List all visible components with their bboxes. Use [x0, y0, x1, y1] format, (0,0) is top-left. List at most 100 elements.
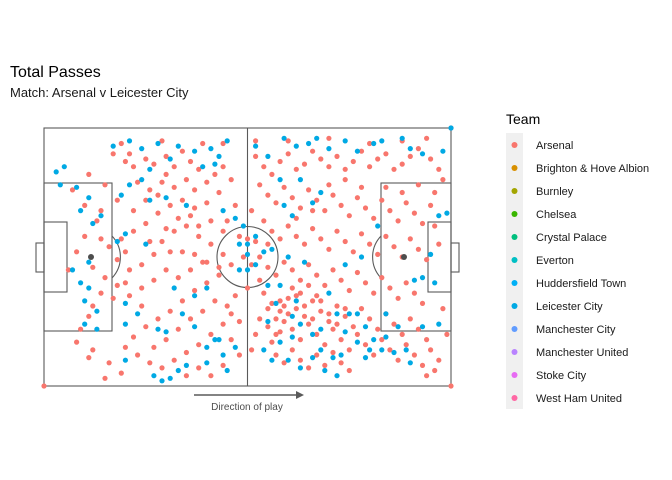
point-arsenal [281, 318, 287, 325]
point-arsenal [265, 324, 271, 330]
point-arsenal [114, 197, 120, 203]
point-leicester-city [94, 326, 100, 332]
point-leicester-city [86, 285, 92, 291]
point-arsenal [342, 306, 348, 312]
point-arsenal [82, 233, 88, 239]
legend-label-stoke-city: Stoke City [536, 370, 587, 382]
point-arsenal [326, 164, 332, 170]
point-arsenal [289, 285, 295, 291]
point-arsenal [297, 290, 303, 296]
point-leicester-city [179, 311, 185, 317]
legend-key-chelsea [511, 211, 518, 217]
point-arsenal [306, 187, 312, 193]
legend-label-chelsea: Chelsea [536, 209, 577, 221]
point-arsenal [151, 277, 157, 283]
point-arsenal [139, 262, 145, 268]
point-arsenal [253, 331, 259, 337]
point-arsenal [196, 223, 202, 229]
point-arsenal [114, 257, 120, 263]
point-arsenal [306, 321, 312, 327]
point-arsenal [306, 282, 312, 288]
point-leicester-city [281, 135, 287, 141]
point-arsenal [204, 280, 210, 286]
point-arsenal [403, 280, 409, 286]
point-leicester-city [261, 249, 267, 255]
point-arsenal [432, 189, 438, 196]
point-arsenal [350, 158, 356, 165]
point-arsenal [403, 342, 409, 348]
point-arsenal [358, 148, 365, 154]
point-leicester-city [318, 189, 324, 196]
point-arsenal [285, 138, 291, 144]
point-arsenal [220, 228, 226, 234]
point-arsenal [122, 158, 128, 165]
point-leicester-city [212, 337, 218, 343]
point-leicester-city [318, 347, 324, 353]
point-arsenal [375, 156, 381, 162]
point-leicester-city [98, 213, 104, 219]
point-arsenal [432, 223, 438, 229]
point-arsenal [147, 360, 153, 366]
point-leicester-city [383, 311, 389, 317]
point-arsenal [289, 267, 295, 273]
point-leicester-city [289, 334, 295, 340]
point-arsenal [167, 308, 173, 314]
left-penalty-spot [88, 254, 94, 260]
point-leicester-city [310, 355, 316, 361]
point-leicester-city [151, 373, 157, 379]
point-arsenal [187, 267, 194, 273]
point-arsenal [379, 197, 385, 203]
legend-key-arsenal [511, 142, 518, 148]
point-arsenal [167, 202, 173, 208]
point-arsenal [362, 205, 369, 211]
point-leicester-city [171, 285, 177, 291]
legend: Arsenal Brighton & Hove Albion Burnley Chel… [511, 140, 649, 405]
legend-key-everton [511, 257, 518, 263]
point-arsenal [318, 298, 324, 304]
legend-title: Team [506, 111, 540, 127]
legend-label-everton: Everton [536, 255, 574, 267]
point-arsenal [204, 179, 210, 185]
right-penalty-arc [372, 235, 382, 279]
point-arsenal [151, 344, 157, 350]
point-arsenal [285, 295, 291, 301]
point-arsenal [130, 228, 137, 234]
point-arsenal [436, 166, 442, 172]
point-arsenal [253, 238, 259, 245]
point-leicester-city [147, 166, 153, 172]
point-leicester-city [289, 313, 295, 319]
point-arsenal [183, 349, 189, 356]
point-leicester-city [216, 337, 222, 343]
point-arsenal [330, 267, 336, 273]
point-arsenal [122, 280, 128, 286]
point-arsenal [375, 251, 381, 257]
point-arsenal [208, 218, 214, 224]
point-leicester-city [126, 182, 133, 188]
legend-key-leicester-city [511, 303, 518, 309]
point-leicester-city [358, 254, 365, 260]
point-leicester-city [53, 169, 59, 175]
point-arsenal [338, 337, 344, 343]
point-arsenal [297, 205, 303, 211]
point-arsenal [159, 365, 165, 371]
point-arsenal [277, 329, 283, 335]
point-leicester-city [293, 143, 299, 149]
point-arsenal [192, 205, 198, 211]
point-leicester-city [204, 344, 210, 350]
point-arsenal [399, 161, 405, 167]
legend-key-background [506, 133, 523, 409]
point-arsenal [90, 264, 96, 270]
point-leicester-city [204, 285, 210, 291]
point-leicester-city [143, 241, 149, 247]
point-arsenal [293, 306, 299, 312]
point-leicester-city [407, 146, 413, 152]
point-arsenal [354, 269, 360, 276]
point-arsenal [330, 349, 336, 356]
point-leicester-city [334, 311, 340, 317]
point-leicester-city [78, 208, 84, 214]
point-leicester-city [236, 241, 242, 247]
point-arsenal [342, 166, 348, 172]
point-leicester-city [69, 267, 76, 273]
point-arsenal [257, 182, 263, 188]
point-arsenal [228, 337, 234, 343]
